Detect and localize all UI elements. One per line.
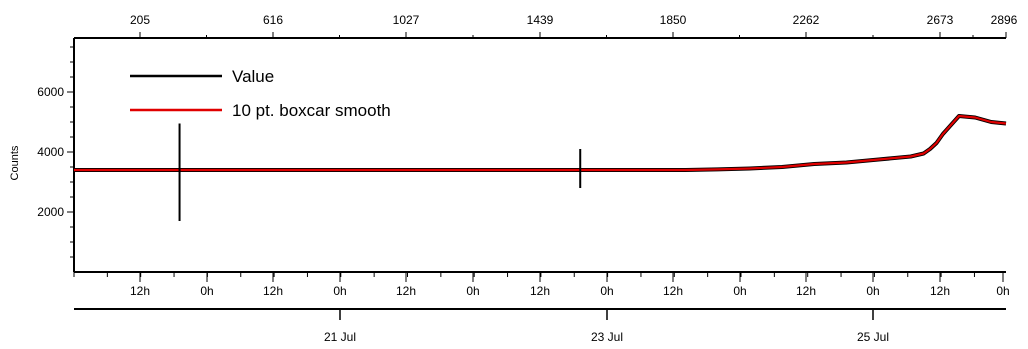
y-axis-tick-label: 6000 <box>37 85 64 99</box>
bottom-axis-tick-label: 0h <box>600 284 613 298</box>
top-axis-tick-label: 205 <box>130 13 150 27</box>
chart-axes: 205 616 1027 1439 1850 2262 2673 2896 2000 4000 60… <box>9 13 1018 344</box>
bottom-axis-tick-label: 12h <box>930 284 950 298</box>
bottom-axis-tick-label: 12h <box>663 284 683 298</box>
bottom-axis-tick-label: 0h <box>866 284 879 298</box>
top-axis-tick-label: 1439 <box>527 13 554 27</box>
bottom-axis-tick-label: 12h <box>796 284 816 298</box>
legend-label: 10 pt. boxcar smooth <box>232 101 391 120</box>
y-axis-tick-label: 4000 <box>37 145 64 159</box>
legend-label: Value <box>232 67 274 86</box>
top-axis-tick-label: 2896 <box>991 13 1018 27</box>
date-axis-label: 21 Jul <box>324 330 356 344</box>
top-axis-tick-label: 1027 <box>393 13 420 27</box>
top-axis-tick-label: 2262 <box>793 13 820 27</box>
bottom-axis-tick-label: 12h <box>396 284 416 298</box>
bottom-axis-tick-label: 12h <box>263 284 283 298</box>
series-layer <box>74 114 1007 221</box>
bottom-axis-tick-label: 0h <box>333 284 346 298</box>
top-axis-tick-label: 2673 <box>927 13 954 27</box>
bottom-axis-tick-label: 12h <box>530 284 550 298</box>
legend: Value 10 pt. boxcar smooth <box>130 67 391 120</box>
date-axis-label: 25 Jul <box>857 330 889 344</box>
bottom-axis-tick-label: 0h <box>733 284 746 298</box>
bottom-axis-tick-label: 0h <box>996 284 1009 298</box>
bottom-axis-tick-label: 0h <box>200 284 213 298</box>
bottom-axis-tick-label: 0h <box>466 284 479 298</box>
date-axis-label: 23 Jul <box>591 330 623 344</box>
series-line-0 <box>74 114 1007 172</box>
y-axis-tick-label: 2000 <box>37 205 64 219</box>
series-line-1 <box>74 114 1007 172</box>
y-axis-title: Counts <box>9 145 21 180</box>
top-axis-tick-label: 616 <box>263 13 283 27</box>
bottom-axis-tick-label: 12h <box>130 284 150 298</box>
top-axis-tick-label: 1850 <box>660 13 687 27</box>
